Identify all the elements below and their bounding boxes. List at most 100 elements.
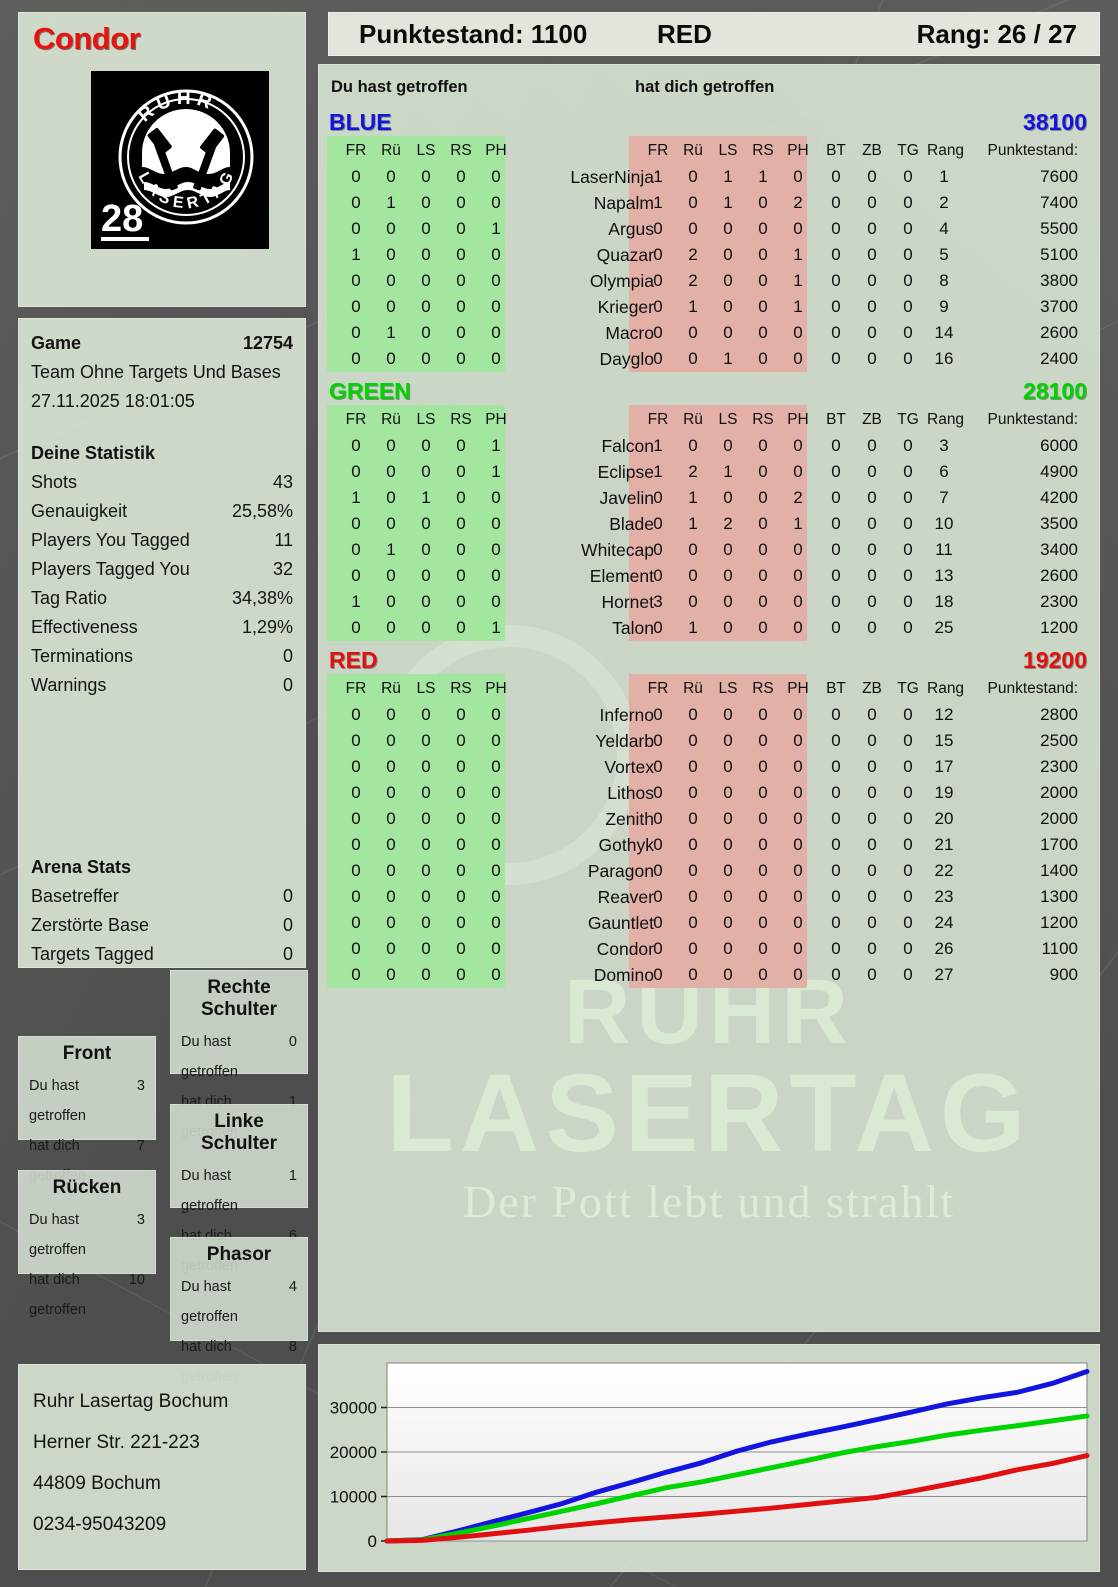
- hit-cell: 0: [386, 913, 396, 932]
- got-cell: 0: [758, 297, 768, 316]
- got-col-header-LS: LS: [718, 142, 738, 159]
- extra-cell: 0: [903, 592, 913, 611]
- hit-cell: 0: [456, 193, 466, 212]
- extra-cell: 0: [831, 349, 841, 368]
- got-cell: 0: [653, 913, 663, 932]
- extra-cell: 0: [831, 835, 841, 854]
- zone-title: Phasor: [206, 1244, 272, 1265]
- hit-cell: 0: [386, 835, 396, 854]
- got-cell: 0: [793, 965, 803, 984]
- stat-row: Shots 43: [31, 468, 293, 497]
- extra-col-header-BT: BT: [826, 142, 846, 159]
- extra-cell: 0: [903, 514, 913, 533]
- got-cell: 3: [653, 592, 663, 611]
- hit-cell: 0: [421, 835, 431, 854]
- got-cell: 2: [688, 245, 698, 264]
- got-col-header-PH: PH: [787, 142, 809, 159]
- hit-cell: 1: [386, 323, 396, 342]
- got-cell: 0: [653, 297, 663, 316]
- chart-svg: 0 10000 20000 30000: [330, 1362, 1090, 1551]
- hit-cell: 0: [421, 618, 431, 637]
- hit-cell: 0: [456, 566, 466, 585]
- stat-row: Terminations 0: [31, 642, 293, 671]
- chart-ytick-label: 10000: [330, 1488, 377, 1507]
- player-name-cell: Domino: [593, 965, 654, 985]
- extra-cell: 6: [939, 462, 949, 481]
- got-cell: 0: [758, 323, 768, 342]
- hit-cell: 1: [491, 436, 501, 455]
- stat-value: 32: [272, 559, 293, 579]
- extra-cell: 0: [831, 219, 841, 238]
- hit-col-header-PH: PH: [485, 411, 507, 428]
- extra-col-header-BT: BT: [826, 411, 846, 428]
- hit-cell: 0: [386, 245, 396, 264]
- zone-title: Rechte Schulter: [200, 977, 278, 1020]
- arena-stat-row: Targets Tagged 0: [31, 940, 293, 969]
- player-points-cell: 7600: [1040, 167, 1078, 186]
- hit-cell: 0: [351, 783, 361, 802]
- got-highlight-red: [629, 674, 807, 988]
- hit-cell: 0: [491, 913, 501, 932]
- address-line: 44809 Bochum: [33, 1473, 161, 1494]
- extra-cell: 0: [903, 757, 913, 776]
- player-name: Condor: [33, 21, 141, 56]
- got-col-header-RS: RS: [752, 142, 774, 159]
- extra-cell: 0: [831, 193, 841, 212]
- hit-cell: 0: [351, 731, 361, 750]
- got-cell: 0: [793, 757, 803, 776]
- hit-cell: 0: [421, 297, 431, 316]
- extra-cell: 0: [867, 939, 877, 958]
- got-cell: 0: [653, 618, 663, 637]
- player-name-cell: Inferno: [599, 705, 654, 725]
- extra-cell: 0: [867, 462, 877, 481]
- got-cell: 1: [688, 297, 698, 316]
- zone-hit-row: Du hast getroffen 1: [181, 1161, 297, 1221]
- hit-cell: 0: [456, 297, 466, 316]
- player-name-cell: Falcon: [601, 436, 654, 456]
- zone-hit-value: 4: [288, 1279, 297, 1295]
- got-cell: 0: [688, 349, 698, 368]
- extra-cell: 0: [867, 349, 877, 368]
- hit-cell: 0: [491, 540, 501, 559]
- got-cell: 0: [758, 861, 768, 880]
- extra-cell: 23: [934, 887, 954, 906]
- got-cell: 0: [758, 219, 768, 238]
- extra-cell: 12: [934, 705, 954, 724]
- got-cell: 0: [758, 965, 768, 984]
- hit-cell: 1: [351, 592, 361, 611]
- hit-highlight-green: [327, 405, 505, 641]
- extra-cell: 0: [831, 167, 841, 186]
- hit-cell: 0: [491, 783, 501, 802]
- player-stats-title: Deine Statistik: [31, 443, 156, 463]
- got-cell: 0: [723, 245, 733, 264]
- hit-cell: 0: [351, 887, 361, 906]
- hit-cell: 0: [456, 887, 466, 906]
- got-cell: 0: [653, 488, 663, 507]
- summary-topbar: Punktestand: 1100 RED Rang: 26 / 27: [328, 12, 1100, 56]
- player-points-cell: 1200: [1040, 913, 1078, 932]
- caption-you-tagged: Du hast getroffen: [331, 78, 468, 96]
- hit-cell: 1: [386, 540, 396, 559]
- extra-cell: 0: [867, 731, 877, 750]
- hit-cell: 0: [421, 271, 431, 290]
- hit-cell: 0: [456, 436, 466, 455]
- hit-cell: 0: [421, 462, 431, 481]
- chart-line-red: [384, 1453, 1090, 1544]
- zone-hit-value: 3: [136, 1212, 145, 1228]
- got-cell: 0: [688, 913, 698, 932]
- stat-value: 11: [274, 530, 293, 550]
- hit-cell: 0: [491, 809, 501, 828]
- extra-cell: 0: [831, 462, 841, 481]
- zone-title: Rücken: [52, 1177, 122, 1198]
- got-cell: 0: [653, 323, 663, 342]
- got-cell: 0: [653, 783, 663, 802]
- club-logo: RUHR LASERTAG 28: [91, 71, 269, 249]
- extra-cell: 0: [867, 566, 877, 585]
- got-cell: 0: [758, 887, 768, 906]
- hit-cell: 0: [421, 705, 431, 724]
- hit-cell: 0: [491, 861, 501, 880]
- got-cell: 0: [758, 436, 768, 455]
- extra-cell: 0: [903, 965, 913, 984]
- extra-cell: 2: [939, 193, 949, 212]
- got-cell: 0: [758, 618, 768, 637]
